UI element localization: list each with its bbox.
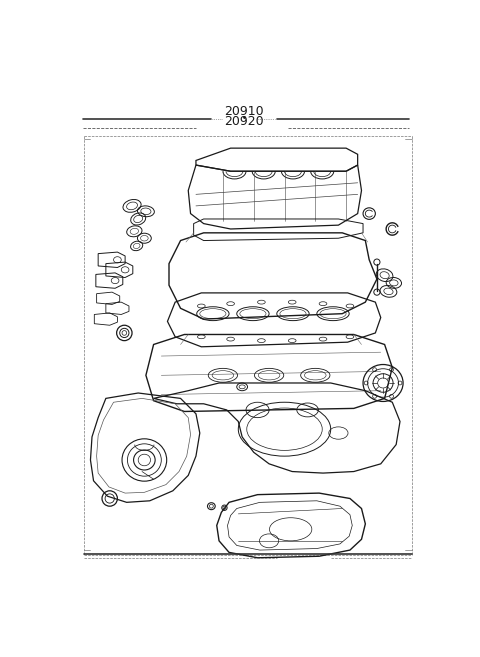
Text: 20920: 20920 <box>224 115 264 127</box>
Text: 20910: 20910 <box>224 106 264 118</box>
